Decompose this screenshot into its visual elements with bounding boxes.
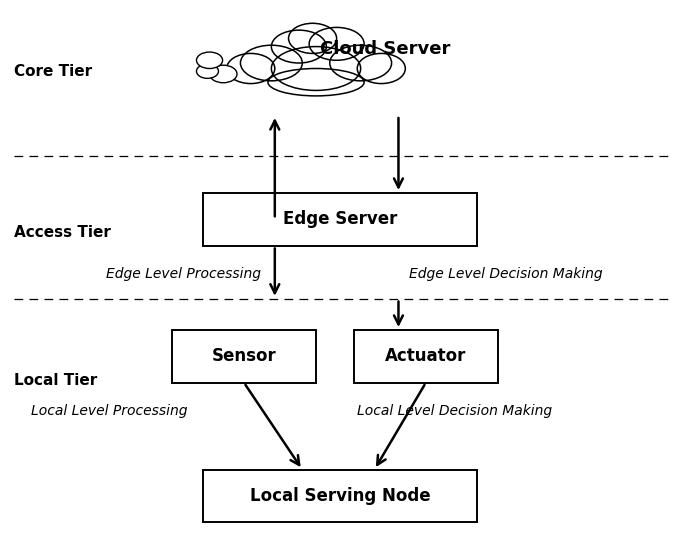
Text: Edge Level Processing: Edge Level Processing: [106, 267, 262, 281]
Ellipse shape: [309, 27, 364, 60]
FancyBboxPatch shape: [172, 330, 316, 383]
Text: Local Tier: Local Tier: [14, 373, 97, 389]
Ellipse shape: [227, 54, 275, 83]
Text: Sensor: Sensor: [212, 347, 276, 365]
Text: Cloud Server: Cloud Server: [319, 41, 450, 58]
FancyBboxPatch shape: [203, 470, 477, 522]
Text: Access Tier: Access Tier: [14, 225, 111, 241]
Ellipse shape: [210, 65, 237, 83]
Text: Edge Server: Edge Server: [283, 210, 397, 228]
Ellipse shape: [196, 64, 218, 78]
Ellipse shape: [271, 30, 326, 63]
Ellipse shape: [271, 47, 361, 90]
FancyBboxPatch shape: [354, 330, 498, 383]
Ellipse shape: [330, 45, 392, 81]
Text: Edge Level Decision Making: Edge Level Decision Making: [409, 267, 602, 281]
Ellipse shape: [289, 23, 337, 53]
Text: Local Serving Node: Local Serving Node: [250, 487, 430, 505]
Ellipse shape: [240, 45, 302, 81]
Text: Local Level Decision Making: Local Level Decision Making: [357, 404, 552, 418]
Text: Local Level Processing: Local Level Processing: [31, 404, 188, 418]
Ellipse shape: [268, 68, 364, 96]
Text: Actuator: Actuator: [385, 347, 466, 365]
Text: Core Tier: Core Tier: [14, 64, 92, 79]
Ellipse shape: [357, 54, 405, 83]
FancyBboxPatch shape: [203, 193, 477, 246]
Ellipse shape: [196, 52, 223, 68]
